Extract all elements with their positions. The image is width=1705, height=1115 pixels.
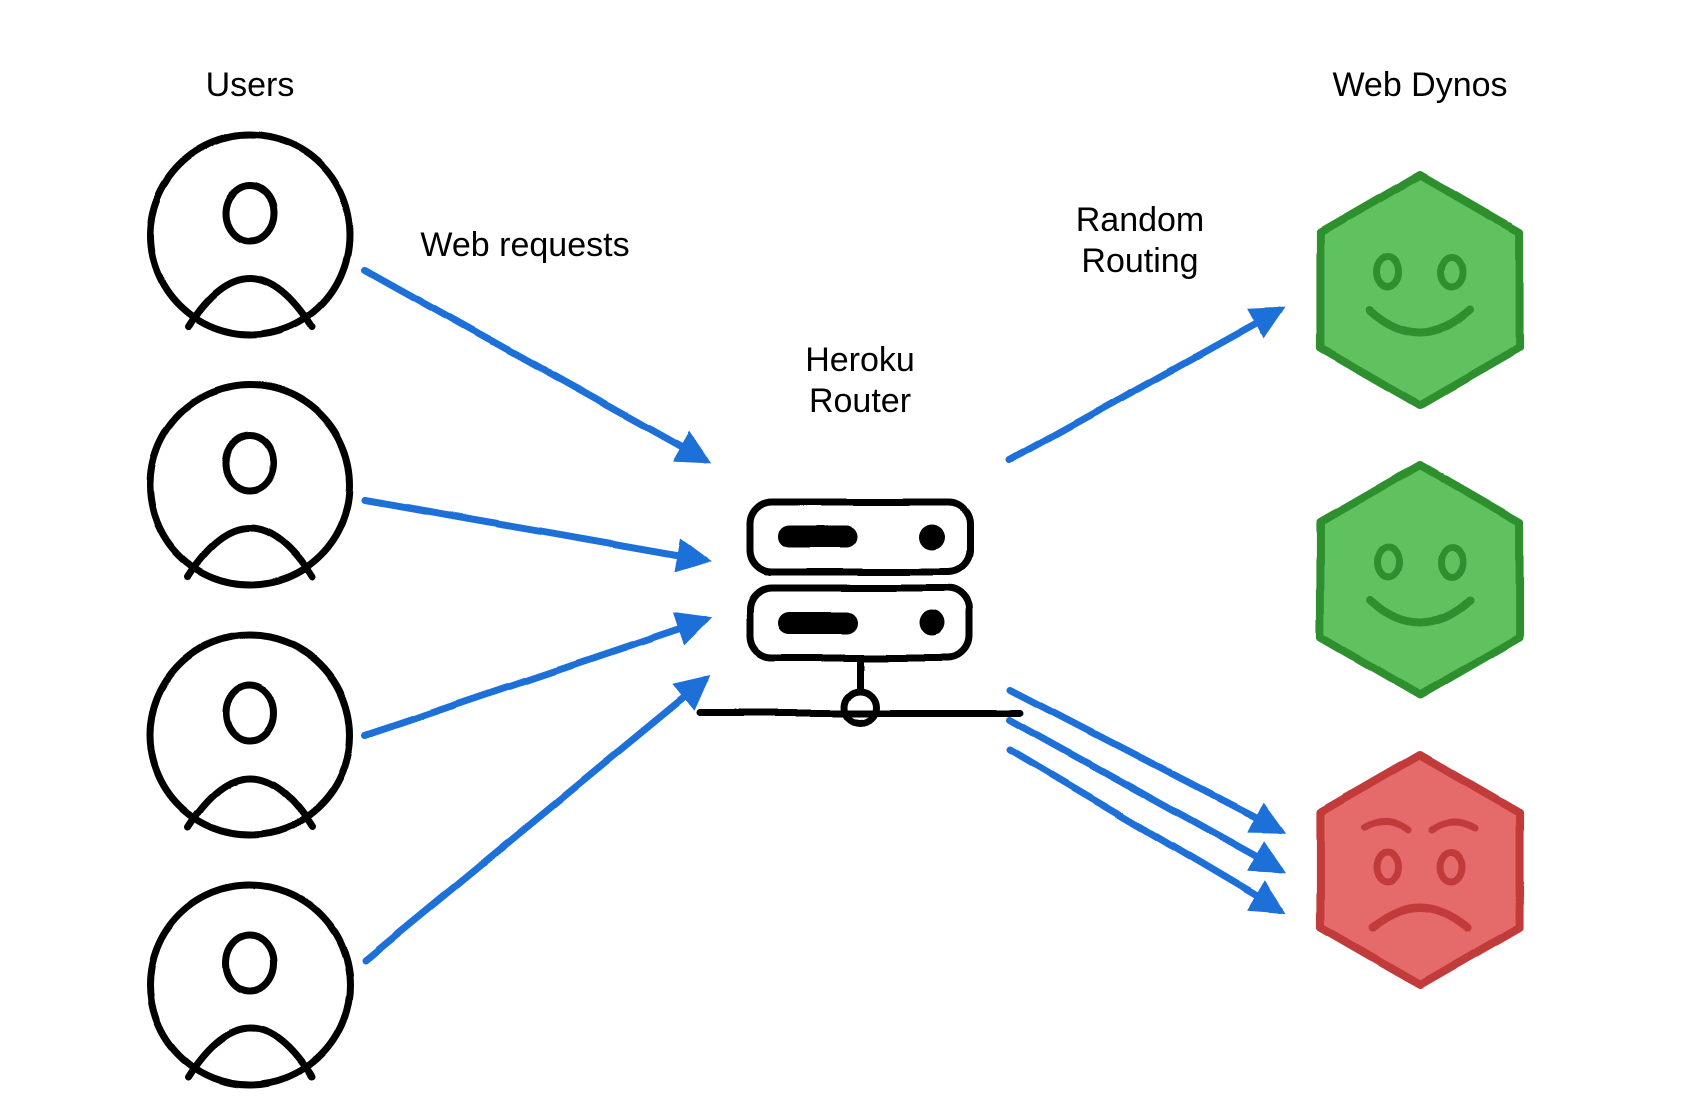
user-icon <box>150 635 350 835</box>
flow-arrow <box>365 680 705 960</box>
routing-label: Random Routing <box>940 200 1340 282</box>
user-icon <box>150 885 350 1085</box>
users-label: Users <box>50 65 450 106</box>
dyno-happy-icon <box>1320 175 1519 405</box>
dyno-sad-icon <box>1320 755 1519 985</box>
flow-arrow <box>1010 750 1280 910</box>
dyno-happy-icon <box>1320 465 1519 695</box>
dynos-label: Web Dynos <box>1220 65 1620 106</box>
user-icon <box>150 385 350 585</box>
web-requests-label: Web requests <box>325 225 725 266</box>
user-icon <box>150 135 350 335</box>
flow-arrow <box>1010 720 1280 870</box>
router-label: Heroku Router <box>660 340 1060 422</box>
flow-arrow <box>1010 690 1280 830</box>
flow-arrow <box>365 500 705 560</box>
flow-arrow <box>365 270 705 460</box>
router-icon <box>700 502 1020 723</box>
